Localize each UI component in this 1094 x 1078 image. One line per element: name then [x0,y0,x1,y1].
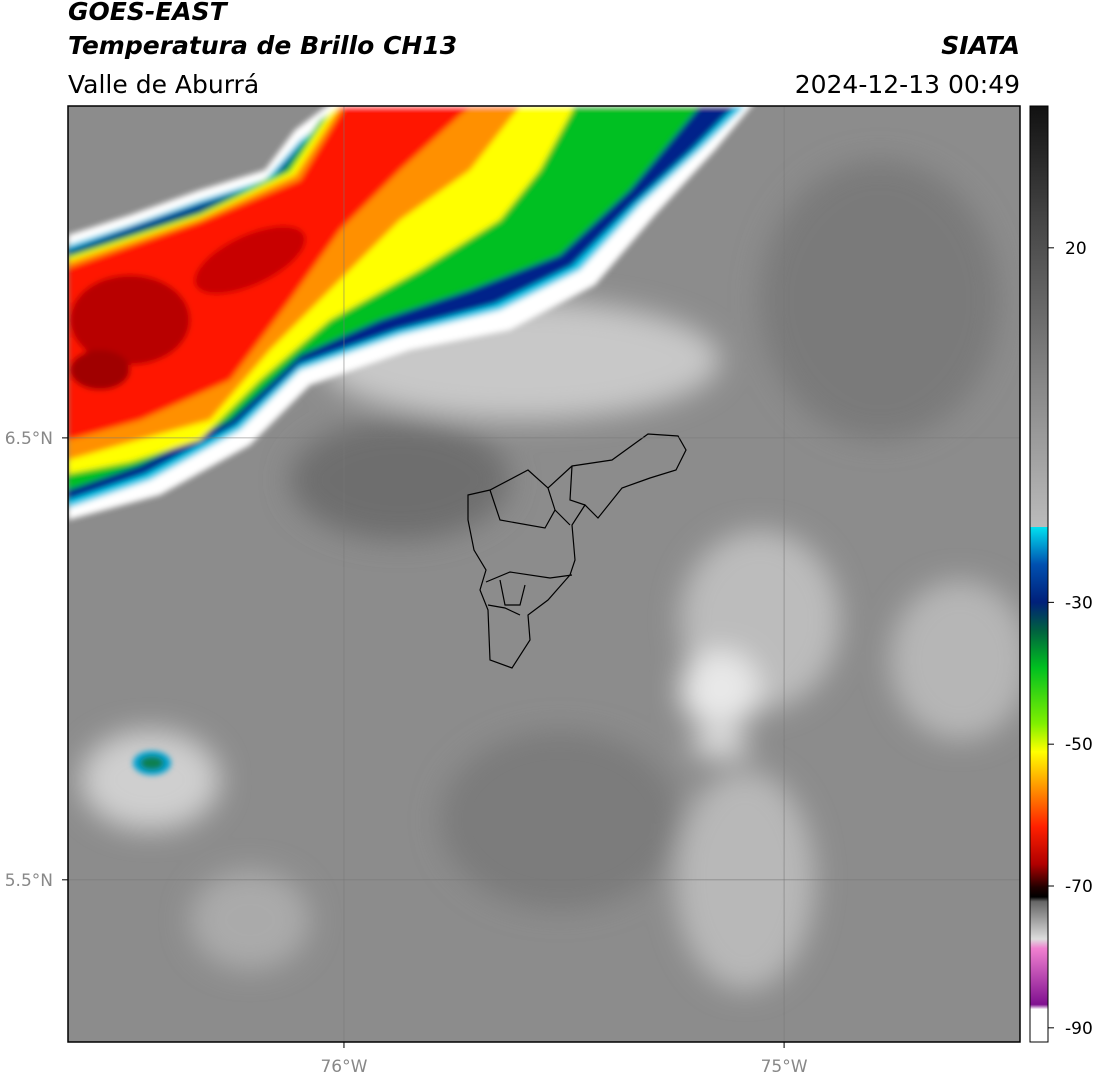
lon-label: 76°W [320,1057,367,1077]
region: Valle de Aburrá [68,70,259,99]
title: GOES-EAST [68,0,229,26]
subtitle: Temperatura de Brillo CH13 [68,31,457,60]
colorbar-label: 20 [1065,239,1087,259]
datetime: 2024-12-13 00:49 [795,70,1020,99]
lat-label: 5.5°N [5,871,53,891]
colorbar-label: -70 [1065,877,1093,897]
graticule [68,106,1020,1042]
colorbar-label: -50 [1065,735,1093,755]
map-image [68,106,1020,1042]
lon-label: 75°W [761,1057,808,1077]
colorbar [1029,105,1049,1043]
colorbar-label: -30 [1065,593,1093,613]
map-frame [67,105,1021,1043]
source: SIATA [941,31,1020,60]
colorbar-label: -90 [1065,1019,1093,1039]
valley-boundary [467,433,687,669]
lat-label: 6.5°N [5,429,53,449]
